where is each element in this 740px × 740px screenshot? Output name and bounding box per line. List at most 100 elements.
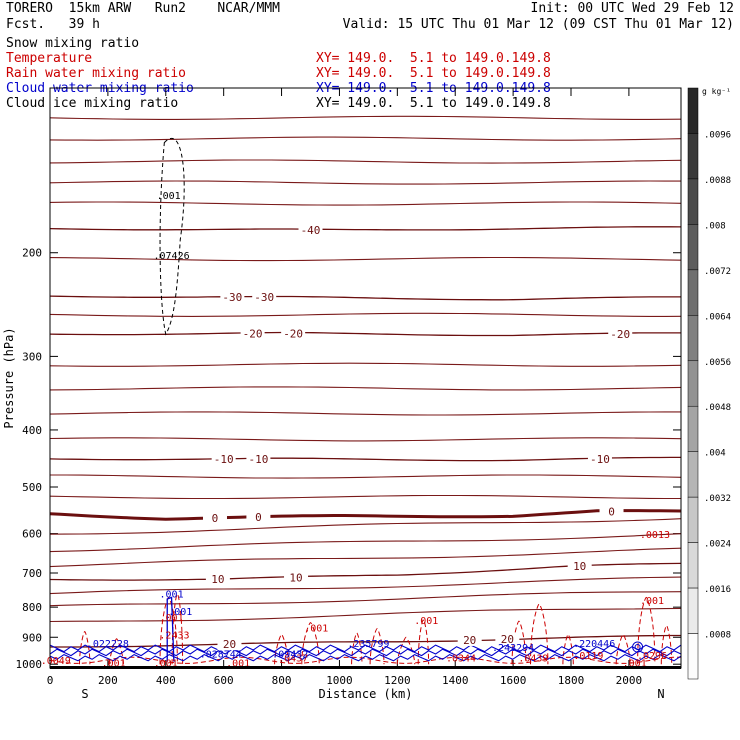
rain-label: .0013 — [640, 530, 670, 541]
y-tick-label: 600 — [22, 528, 42, 541]
colorbar-segment — [687, 224, 699, 271]
isotherm-label: 0 — [608, 505, 615, 518]
cloud-water-contour — [49, 648, 682, 657]
isotherm — [49, 494, 681, 500]
colorbar-label: .004 — [704, 449, 726, 459]
legend: Snow mixing ratio Temperature XY= 149.0.… — [6, 37, 706, 112]
legend-label-rain: Rain water mixing ratio — [6, 66, 187, 81]
rain-contour — [637, 596, 656, 665]
colorbar-segment — [687, 133, 699, 180]
isotherm-label: 0 — [255, 511, 262, 524]
isotherm--30 — [49, 295, 681, 301]
isotherm-label-bg — [202, 511, 227, 524]
colorbar-label: .0024 — [704, 540, 731, 550]
isotherm-label-bg — [608, 327, 633, 340]
y-tick-label: 500 — [22, 481, 42, 494]
isotherm-label-bg — [217, 638, 242, 651]
isotherm-label-bg — [220, 290, 245, 303]
y-tick-label: 800 — [22, 601, 42, 614]
axis-ticks — [49, 88, 681, 668]
rain-label: .001 — [160, 613, 184, 624]
colorbar-label: .0056 — [704, 358, 731, 368]
cloud-ice-contour — [159, 137, 185, 336]
isotherm-label: -20 — [243, 327, 263, 340]
colorbar-segment — [687, 405, 699, 452]
forecast-hour: Fcst. 39 h — [6, 17, 100, 32]
rain-max-label: .2433 — [159, 631, 189, 642]
isotherm-label-bg — [495, 633, 520, 646]
rain-max-label: .0049 — [41, 656, 71, 667]
rain-label: .001 — [414, 616, 438, 627]
y-tick-label: 1000 — [16, 658, 43, 671]
isotherm — [49, 437, 682, 442]
isotherm-label-bg — [298, 223, 323, 236]
legend-item: Snow mixing ratio — [6, 37, 706, 52]
isotherm — [49, 547, 682, 568]
isotherm-label: 20 — [463, 634, 476, 647]
rain-label: .001 — [304, 624, 328, 635]
x-tick-label: 1200 — [384, 674, 411, 687]
colorbar-segment — [687, 542, 699, 589]
colorbar-label: .0072 — [704, 267, 731, 277]
x-tick-label: 1800 — [558, 674, 585, 687]
isotherm — [49, 159, 682, 164]
x-tick-label: 0 — [47, 674, 54, 687]
isotherm-label: 0 — [212, 512, 219, 525]
colorbar-segment — [687, 360, 699, 407]
isotherm-label: -10 — [590, 453, 610, 466]
isotherm — [49, 411, 681, 416]
isotherm — [49, 607, 682, 623]
colorbar-label: .0096 — [704, 130, 731, 140]
rain-contour — [274, 633, 289, 665]
cloud-ice-contours — [159, 137, 185, 336]
cloud-water-label: .022228 — [87, 639, 129, 650]
isotherm-label-bg — [567, 560, 592, 573]
x-endpoint-left: S — [81, 687, 88, 701]
plot-frame — [49, 87, 682, 669]
legend-xy-rain: XY= 149.0. 5.1 to 149.0.149.8 — [316, 66, 551, 81]
colorbar-segment — [687, 87, 699, 134]
colorbar-segment — [687, 587, 699, 634]
cloud-water-label: .028744 — [200, 650, 242, 661]
isotherm-label: 20 — [223, 638, 236, 651]
colorbar-unit: g kg⁻¹ — [702, 87, 731, 96]
x-tick-label: 1600 — [500, 674, 527, 687]
isotherm — [49, 576, 682, 595]
valid-time: Valid: 15 UTC Thu 01 Mar 12 (09 CST Thu … — [342, 17, 734, 32]
isotherm-label: -10 — [214, 453, 234, 466]
isotherm — [49, 386, 682, 391]
isotherm — [49, 201, 682, 206]
x-tick-label: 600 — [214, 674, 234, 687]
colorbar-segment — [687, 451, 699, 498]
x-tick-label: 200 — [98, 674, 118, 687]
cloud-water-label: .235799 — [347, 639, 389, 650]
isotherm-label: 10 — [289, 571, 302, 584]
model-title: TORERO 15km ARW Run2 NCAR/MMM — [6, 1, 280, 16]
legend-xy-temperature: XY= 149.0. 5.1 to 149.0.149.8 — [316, 51, 551, 66]
isotherm--20 — [49, 331, 681, 337]
colorbar-segment — [687, 633, 699, 680]
rain-contour — [109, 638, 124, 665]
isotherm-label-bg — [246, 511, 271, 524]
legend-label-temperature: Temperature — [6, 51, 93, 66]
y-axis-title: Pressure (hPa) — [2, 327, 16, 428]
colorbar-label: .0032 — [704, 494, 731, 504]
isotherm-label: -30 — [222, 291, 242, 304]
x-tick-label: 400 — [156, 674, 176, 687]
isotherm-label-bg — [599, 505, 624, 518]
isotherm-label-bg — [211, 452, 236, 465]
isotherm--40 — [49, 226, 682, 231]
cloud-water-label: .09432 — [272, 650, 308, 661]
isotherm-label-bg — [587, 452, 612, 465]
legend-label-cloud-ice: Cloud ice mixing ratio — [6, 96, 179, 111]
x-tick-label: 1400 — [442, 674, 469, 687]
colorbar-label: .008 — [704, 221, 726, 231]
rain-contour — [530, 603, 549, 665]
rain-max-label: .0344 — [446, 654, 476, 665]
isotherm — [49, 533, 682, 553]
y-tick-label: 700 — [22, 567, 42, 580]
rain-contour — [615, 633, 631, 665]
contour-labels: -40 -30 -30 -20 -20 -20 -10 -10 -10 0 0 0 10 10 10 20 20… — [41, 191, 670, 670]
x-axis-title: Distance (km) — [319, 687, 413, 701]
rain-contour-base — [49, 656, 681, 664]
